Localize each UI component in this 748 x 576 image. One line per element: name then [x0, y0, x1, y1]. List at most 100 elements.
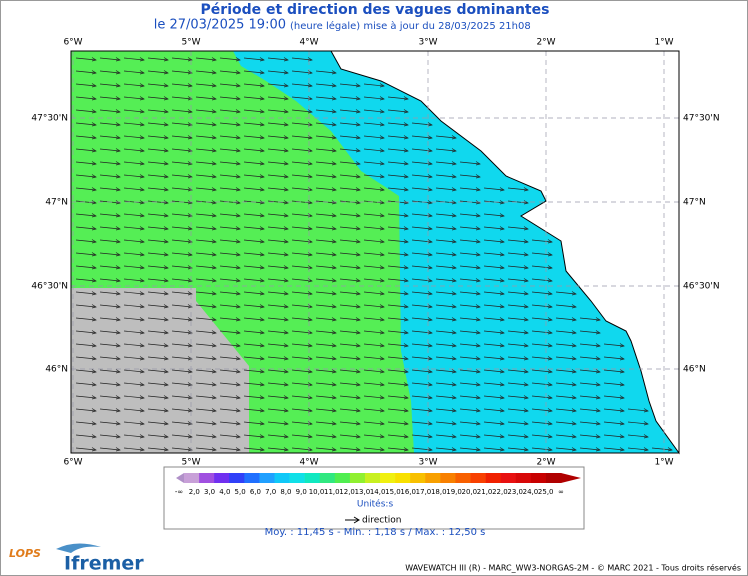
wave-arrowhead [283, 265, 289, 270]
wave-arrow [531, 447, 553, 451]
wave-arrowhead [187, 148, 193, 153]
wave-arrowhead [235, 356, 241, 361]
colorbar-label: 5,0 [235, 488, 246, 496]
wave-arrowhead [427, 356, 433, 361]
wave-arrow [147, 265, 169, 269]
wave-arrowhead [139, 57, 145, 62]
wave-arrow [435, 174, 457, 178]
wave-arrowhead [139, 122, 145, 127]
wave-arrowhead [499, 213, 505, 218]
wave-arrowhead [163, 304, 169, 309]
wave-arrowhead [403, 395, 409, 400]
wave-arrow [411, 187, 433, 191]
wave-arrow [531, 265, 553, 269]
wave-arrow [147, 395, 169, 399]
wave-arrow [435, 278, 457, 282]
wave-arrow [267, 213, 289, 217]
wave-arrow [147, 317, 169, 321]
wave-arrow [387, 135, 409, 139]
wave-arrowhead [139, 161, 145, 166]
wave-arrowhead [403, 278, 409, 283]
wave-arrowhead [91, 239, 97, 244]
wave-arrow [603, 408, 625, 412]
wave-arrowhead [427, 226, 433, 231]
wave-arrowhead [283, 239, 289, 244]
wave-arrowhead [283, 330, 289, 335]
wave-arrow [147, 291, 169, 295]
wave-arrow [267, 447, 289, 451]
wave-arrowhead [379, 239, 385, 244]
wave-arrow [99, 291, 121, 295]
wave-arrowhead [259, 421, 265, 426]
colorbar-cell [380, 473, 396, 483]
wave-arrow [123, 317, 145, 321]
wave-arrowhead [595, 408, 601, 413]
wave-arrowhead [331, 356, 337, 361]
wave-arrowhead [451, 343, 457, 348]
wave-arrow [147, 408, 169, 412]
wave-arrowhead [187, 96, 193, 101]
wave-arrow [603, 382, 625, 386]
wave-arrowhead [403, 213, 409, 218]
wave-arrow [507, 447, 529, 451]
colorbar-label: 21,0 [477, 488, 493, 496]
wave-arrowhead [235, 369, 241, 374]
wave-arrow [507, 317, 529, 321]
wave-arrow [339, 421, 361, 425]
wave-arrowhead [499, 278, 505, 283]
wave-arrowhead [379, 447, 385, 452]
wave-arrowhead [427, 395, 433, 400]
wave-arrow [603, 434, 625, 438]
wave-arrow [459, 356, 481, 360]
wave-arrow [243, 96, 265, 100]
wave-arrow [75, 96, 97, 100]
wave-arrow [219, 447, 241, 451]
wave-arrow [339, 187, 361, 191]
wave-arrowhead [379, 174, 385, 179]
wave-arrow [75, 213, 97, 217]
wave-arrow [483, 187, 505, 191]
wave-arrow [219, 187, 241, 191]
wave-arrowhead [211, 408, 217, 413]
wave-arrowhead [355, 252, 361, 257]
wave-arrowhead [523, 447, 529, 452]
wave-arrowhead [139, 213, 145, 218]
wave-arrow [123, 304, 145, 308]
wave-arrow [195, 447, 217, 451]
wave-arrowhead [403, 200, 409, 205]
wave-arrowhead [211, 330, 217, 335]
wave-arrow [435, 356, 457, 360]
wave-arrowhead [259, 239, 265, 244]
wave-arrow [363, 291, 385, 295]
wave-arrowhead [235, 213, 241, 218]
wave-arrowhead [547, 304, 553, 309]
wave-arrow [147, 135, 169, 139]
wave-arrowhead [355, 434, 361, 439]
wave-arrow [75, 265, 97, 269]
wave-arrowhead [115, 57, 121, 62]
wave-arrow [195, 343, 217, 347]
wave-arrowhead [187, 278, 193, 283]
wave-arrow [315, 434, 337, 438]
wave-arrowhead [547, 265, 553, 270]
wave-arrow [459, 174, 481, 178]
wave-arrow [339, 304, 361, 308]
wave-arrowhead [211, 96, 217, 101]
wave-arrowhead [91, 408, 97, 413]
wave-arrowhead [499, 421, 505, 426]
wave-arrowhead [115, 291, 121, 296]
wave-arrowhead [403, 330, 409, 335]
wave-arrow [219, 135, 241, 139]
wave-arrowhead [331, 252, 337, 257]
wave-arrowhead [619, 408, 625, 413]
wave-arrowhead [379, 278, 385, 283]
wave-arrowhead [379, 395, 385, 400]
wave-arrow [579, 317, 601, 321]
wave-arrowhead [355, 213, 361, 218]
wave-arrow [147, 369, 169, 373]
wave-arrowhead [331, 265, 337, 270]
wave-arrowhead [91, 83, 97, 88]
wave-arrowhead [355, 200, 361, 205]
wave-arrowhead [187, 421, 193, 426]
wave-arrow [315, 187, 337, 191]
